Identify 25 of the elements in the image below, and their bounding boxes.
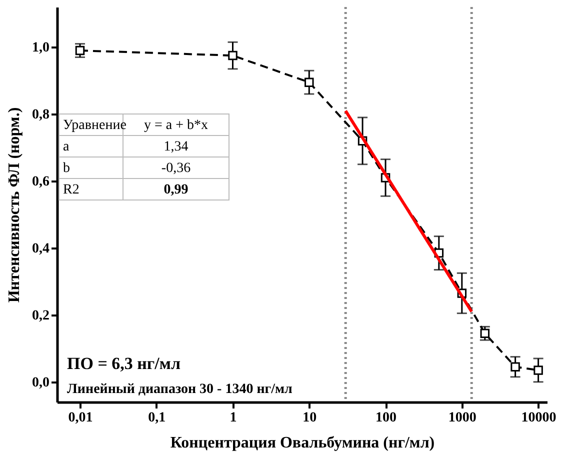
annotation: R2 (63, 182, 80, 198)
x-tick-label: 1 (230, 410, 237, 426)
annotation: Уравнение (63, 118, 126, 133)
y-tick-label: 0,0 (32, 375, 50, 390)
annotation: ПО = 6,3 нг/мл (67, 354, 181, 373)
annotation: a (63, 139, 70, 154)
y-axis-title: Интенсивность ФЛ (норм.) (6, 107, 23, 303)
x-tick-label: 1000 (448, 410, 476, 426)
annotation: 0,99 (164, 182, 188, 198)
annotation: -0,36 (161, 160, 191, 176)
y-tick-label: 0,8 (32, 108, 50, 123)
annotation: b (63, 160, 70, 176)
y-tick-label: 1,0 (32, 40, 50, 56)
x-axis-title: Концентрация Овальбумина (нг/мл) (170, 434, 435, 452)
x-tick-label: 10000 (521, 410, 556, 426)
annotation: Линейный диапазон 30 - 1340 нг/мл (67, 382, 293, 397)
x-tick-label: 0,01 (68, 410, 93, 426)
annotation: 1,34 (164, 139, 188, 154)
x-tick-label: 10 (302, 410, 317, 426)
y-tick-label: 0,6 (32, 174, 50, 190)
annotation: y = a + b*x (144, 118, 208, 133)
x-tick-label: 0,1 (148, 410, 166, 426)
x-tick-label: 100 (376, 410, 397, 426)
y-tick-label: 0,4 (32, 242, 50, 257)
y-tick-label: 0,2 (32, 308, 50, 324)
